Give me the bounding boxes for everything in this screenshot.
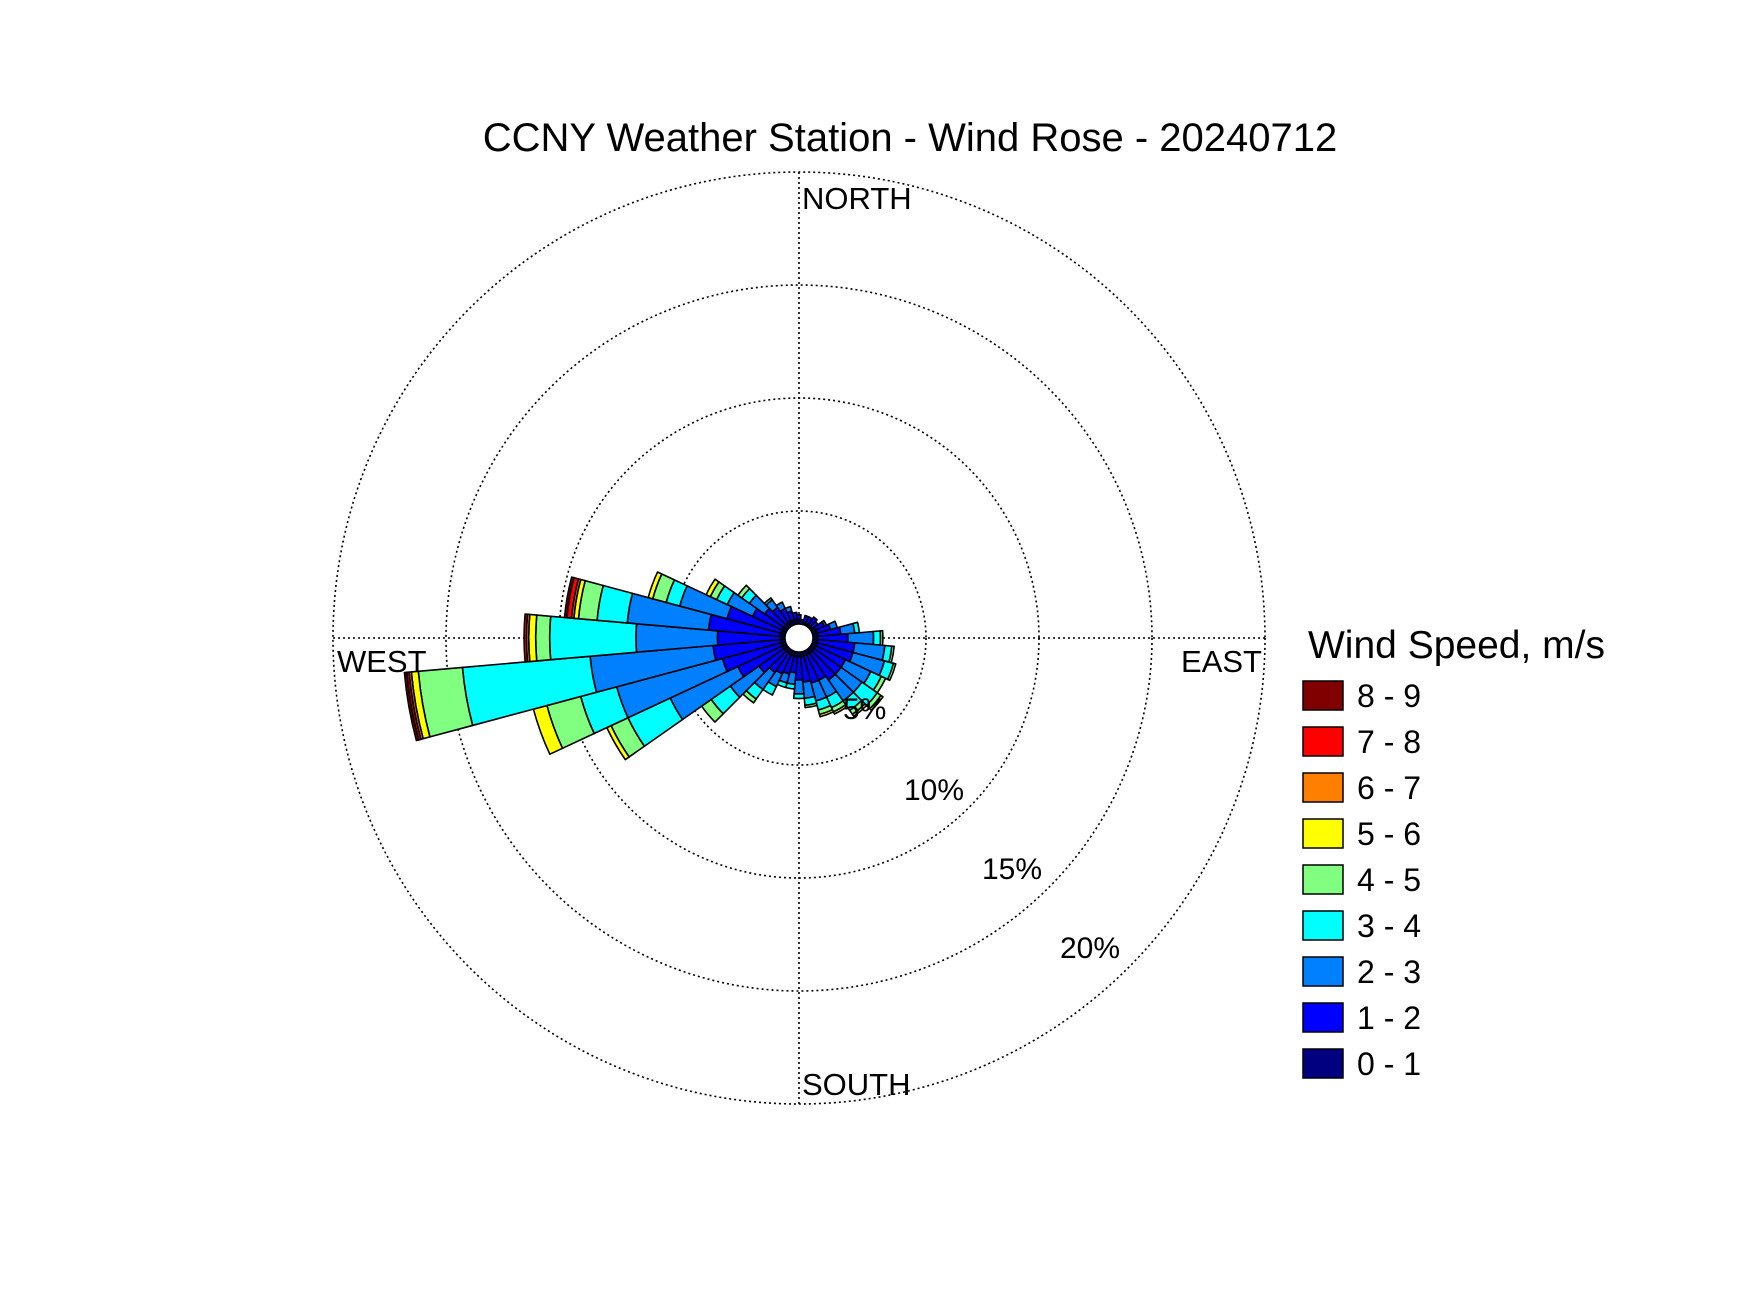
legend-swatch [1302, 1002, 1344, 1033]
sector-320 [763, 597, 800, 639]
legend: Wind Speed, m/s 8 - 9 7 - 8 6 - 7 5 - 6 4 - … [1302, 624, 1605, 1082]
legend-swatch [1302, 864, 1344, 895]
sector-290 [647, 571, 800, 639]
wedge-350-bin-1 [791, 611, 799, 621]
wedge-170-bin-4 [804, 702, 818, 709]
wedge-90-bin-4 [879, 629, 884, 647]
wedge-180-bin-3 [792, 692, 806, 700]
wedge-40-bin-1 [807, 616, 818, 628]
legend-items: 8 - 9 7 - 8 6 - 7 5 - 6 4 - 5 3 - 4 2 - 3 1 - 2… [1302, 678, 1421, 1082]
wedge-320-bin-3 [763, 597, 774, 606]
legend-label: 2 - 3 [1357, 954, 1421, 990]
legend-item: 8 - 9 [1302, 678, 1421, 714]
sector-180 [792, 637, 806, 700]
legend-title: Wind Speed, m/s [1308, 624, 1605, 667]
legend-label: 7 - 8 [1357, 724, 1421, 760]
legend-item: 5 - 6 [1302, 816, 1421, 852]
sector-130 [798, 637, 884, 712]
wedge-290-bin-5 [647, 571, 663, 600]
legend-item: 1 - 2 [1302, 1000, 1421, 1036]
grid-ring-15 [445, 284, 1153, 992]
legend-label: 5 - 6 [1357, 816, 1421, 852]
legend-label: 8 - 9 [1357, 678, 1421, 714]
ring-label-5: 5% [843, 693, 886, 726]
sector-280 [563, 576, 800, 639]
sector-270 [523, 613, 800, 663]
legend-label: 0 - 1 [1357, 1046, 1421, 1082]
wedge-330-bin-2 [775, 601, 787, 613]
legend-item: 6 - 7 [1302, 770, 1421, 806]
legend-item: 0 - 1 [1302, 1046, 1421, 1082]
wedge-110-bin-4 [886, 662, 897, 682]
legend-item: 4 - 5 [1302, 862, 1421, 898]
legend-swatch [1302, 1048, 1344, 1079]
ring-label-10: 10% [904, 774, 964, 807]
wedge-130-bin-5 [869, 694, 884, 712]
legend-label: 6 - 7 [1357, 770, 1421, 806]
direction-label-north: NORTH [802, 181, 912, 216]
wedge-80-bin-3 [852, 621, 861, 634]
ring-label-15: 15% [982, 853, 1042, 886]
legend-swatch [1302, 956, 1344, 987]
legend-swatch [1302, 680, 1344, 711]
calm-center-circle [784, 623, 814, 653]
legend-swatch [1302, 818, 1344, 849]
chart-title: CCNY Weather Station - Wind Rose - 20240… [483, 116, 1338, 160]
wedge-280-bin-8 [563, 576, 575, 619]
wind-sectors [403, 571, 897, 761]
legend-swatch [1302, 910, 1344, 941]
wedge-270-bin-7 [523, 613, 529, 663]
legend-item: 7 - 8 [1302, 724, 1421, 760]
ring-label-20: 20% [1060, 932, 1120, 965]
sector-100 [798, 637, 895, 664]
wedge-150-bin-5 [832, 704, 848, 715]
wedge-140-bin-5 [851, 703, 868, 718]
wedge-340-bin-2 [784, 605, 793, 614]
legend-label: 3 - 4 [1357, 908, 1421, 944]
wedge-270-bin-4 [534, 614, 552, 662]
direction-label-west: WEST [337, 644, 427, 679]
wedge-90-bin-3 [872, 630, 882, 646]
legend-label: 4 - 5 [1357, 862, 1421, 898]
wedge-310-bin-4 [737, 584, 751, 599]
legend-label: 1 - 2 [1357, 1000, 1421, 1036]
legend-swatch [1302, 772, 1344, 803]
wedge-260-bin-8 [403, 671, 420, 742]
direction-label-east: EAST [1181, 644, 1262, 679]
legend-item: 3 - 4 [1302, 908, 1421, 944]
wedge-160-bin-5 [818, 709, 835, 718]
legend-item: 2 - 3 [1302, 954, 1421, 990]
sector-250 [532, 637, 800, 755]
grid-ring-5 [671, 510, 927, 766]
legend-swatch [1302, 726, 1344, 757]
wedge-300-bin-5 [705, 578, 720, 598]
direction-label-south: SOUTH [802, 1067, 911, 1102]
